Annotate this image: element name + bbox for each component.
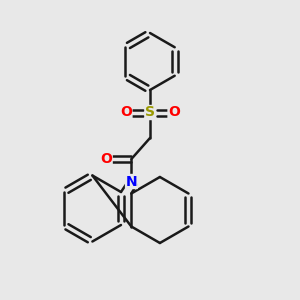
Text: O: O <box>100 152 112 166</box>
Text: O: O <box>120 106 132 119</box>
Text: N: N <box>126 175 137 188</box>
Text: S: S <box>145 106 155 119</box>
Text: O: O <box>168 106 180 119</box>
